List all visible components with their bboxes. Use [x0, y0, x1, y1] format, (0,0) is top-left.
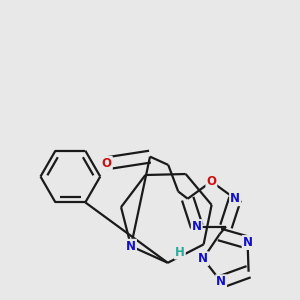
Text: N: N	[216, 275, 226, 288]
Text: N: N	[126, 240, 136, 253]
Text: N: N	[243, 236, 253, 249]
Text: N: N	[230, 192, 240, 205]
Text: O: O	[206, 175, 216, 188]
Text: H: H	[175, 246, 185, 259]
Text: N: N	[198, 252, 208, 265]
Text: N: N	[192, 220, 202, 233]
Text: O: O	[102, 157, 112, 170]
